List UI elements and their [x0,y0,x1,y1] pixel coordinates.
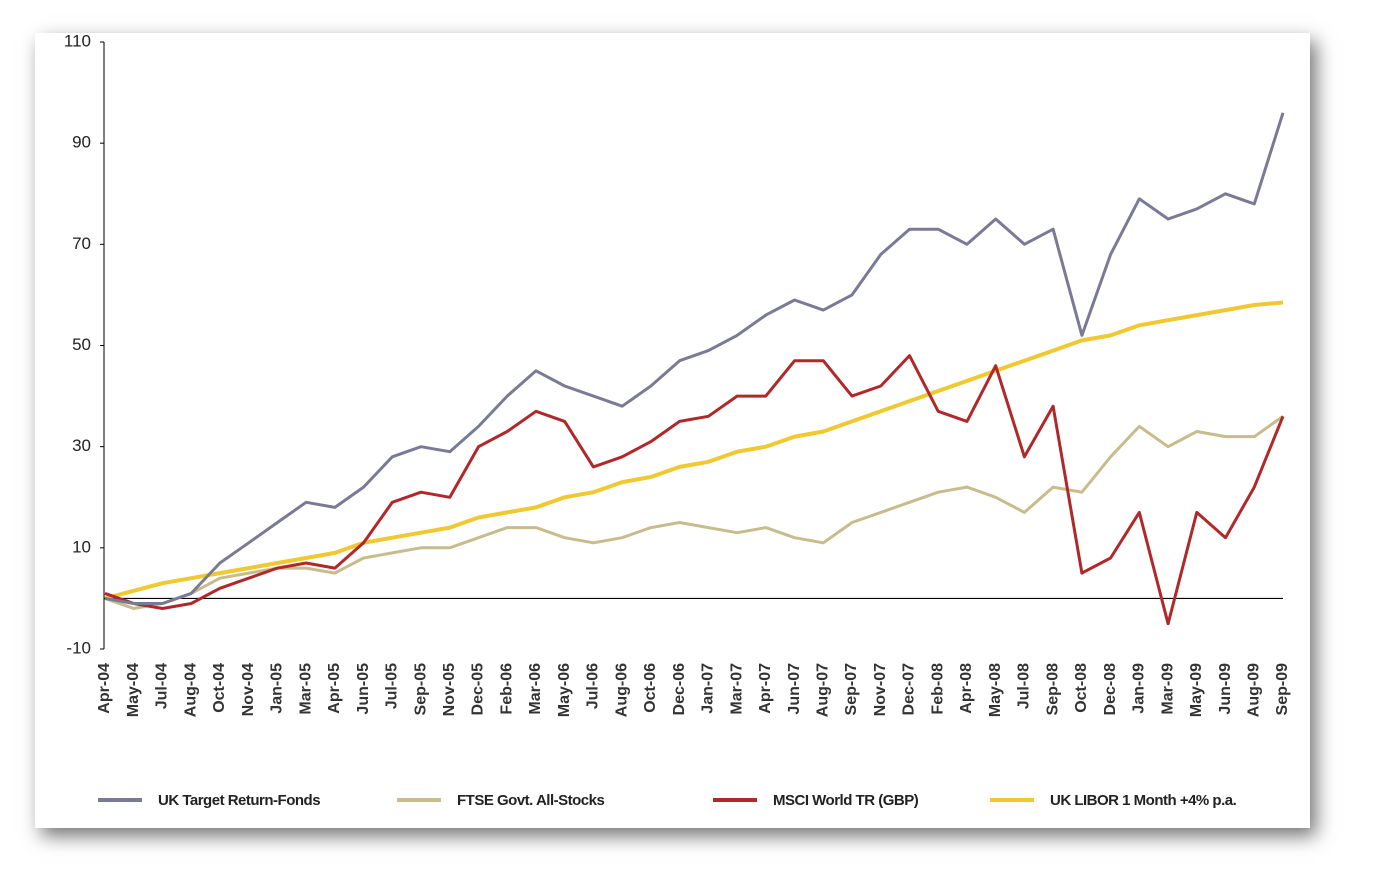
x-tick-label: Apr-04 [96,663,113,714]
x-tick-label: May-04 [125,663,142,717]
x-tick-label: Feb-08 [929,663,946,715]
x-tick-label: Jan-07 [700,663,717,714]
legend-label: UK LIBOR 1 Month +4% p.a. [1050,792,1237,809]
x-tick-label: Dec-06 [671,663,688,716]
x-tick-label: May-09 [1188,663,1205,717]
x-tick-label: Dec-07 [901,663,918,716]
y-tick-label: -10 [66,638,91,657]
x-tick-label: May-08 [987,663,1004,717]
x-tick-label: Aug-06 [613,663,630,717]
x-tick-label: Nov-04 [240,663,257,716]
y-tick-label: 70 [72,234,91,253]
x-tick-label: Jul-05 [384,663,401,709]
series-line [104,112,1285,605]
x-tick-label: Jun-05 [355,663,372,715]
series-line [104,354,1285,626]
x-tick-label: Dec-05 [470,663,487,716]
legend-label: MSCI World TR (GBP) [773,792,919,809]
x-tick-label: Mar-09 [1159,663,1176,715]
x-tick-label: Mar-06 [527,663,544,715]
x-tick-label: Jan-05 [269,663,286,714]
x-tick-label: Feb-06 [498,663,515,715]
series-line [104,415,1284,610]
x-tick-label: Oct-08 [1073,663,1090,713]
x-tick-label: Oct-04 [211,663,228,713]
x-tick-label: Sep-05 [412,663,429,716]
x-tick-label: Jul-08 [1016,663,1033,709]
x-tick-label: Aug-04 [182,663,199,717]
x-tick-label: Apr-05 [326,663,343,714]
x-tick-label: Jul-06 [585,663,602,709]
x-tick-label: Nov-05 [441,663,458,716]
y-tick-label: 50 [72,335,91,354]
y-tick-label: 90 [72,133,91,152]
x-tick-label: Oct-06 [642,663,659,713]
x-tick-label: Jun-09 [1217,663,1234,715]
y-tick-label: 110 [64,31,91,50]
x-tick-label: Aug-07 [815,663,832,717]
chart-card [35,33,1310,828]
x-tick-label: May-06 [556,663,573,717]
series-line [104,300,1284,601]
x-tick-label: Apr-07 [757,663,774,714]
x-tick-label: Sep-09 [1274,663,1291,716]
legend-label: FTSE Govt. All-Stocks [457,792,604,809]
x-tick-label: Sep-08 [1044,663,1061,716]
x-tick-label: Nov-07 [872,663,889,716]
x-tick-label: Apr-08 [958,663,975,714]
x-tick-label: Jul-04 [154,663,171,709]
x-tick-label: Jun-07 [786,663,803,715]
x-tick-label: Mar-07 [728,663,745,715]
x-tick-label: Jan-09 [1131,663,1148,714]
y-tick-label: 30 [72,436,91,455]
x-tick-label: Aug-09 [1245,663,1262,717]
y-tick-label: 10 [72,537,91,556]
legend-label: UK Target Return-Fonds [158,792,320,809]
x-tick-label: Dec-08 [1102,663,1119,716]
x-tick-label: Mar-05 [297,663,314,715]
x-tick-label: Sep-07 [843,663,860,716]
